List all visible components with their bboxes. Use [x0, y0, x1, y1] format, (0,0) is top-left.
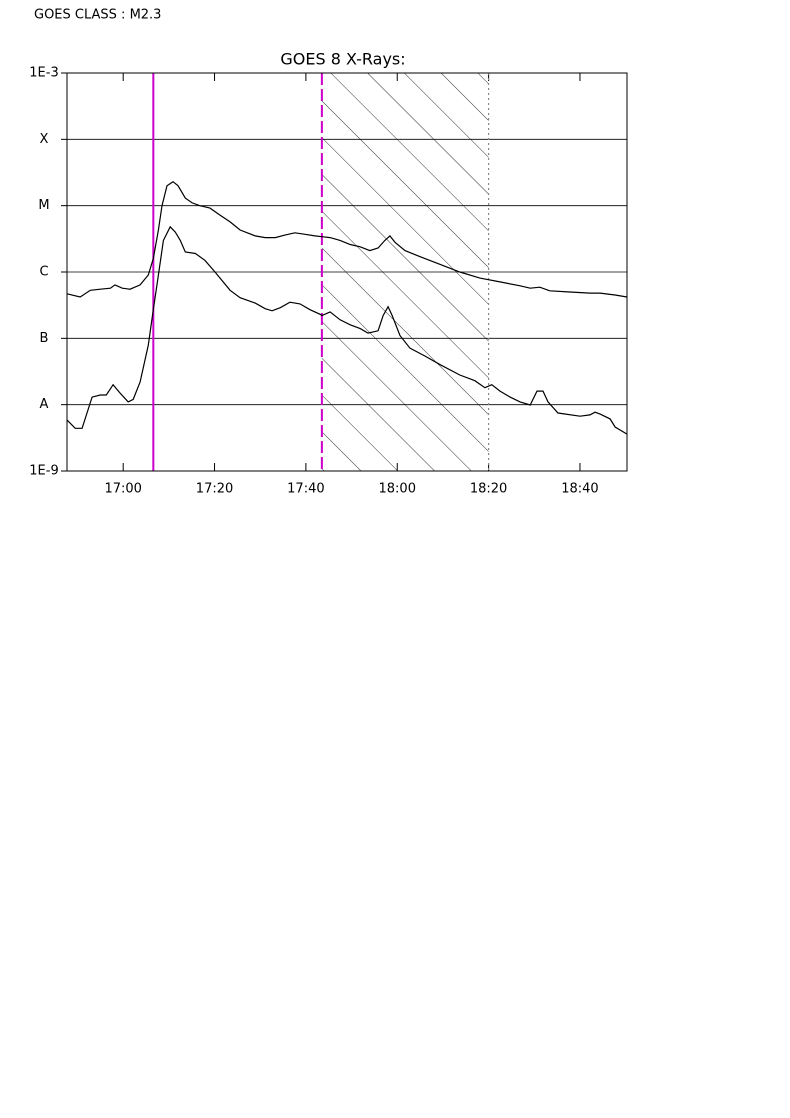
x-tick-label: 17:20	[196, 482, 233, 497]
flux-curve	[66, 180, 628, 298]
y-tick-label: X	[40, 132, 49, 147]
plot-frame	[66, 72, 628, 472]
y-tick-label: 1E-9	[29, 464, 58, 479]
y-tick-label: C	[39, 265, 48, 280]
y-tick-label: M	[38, 198, 49, 213]
x-tick-label: 17:40	[287, 482, 324, 497]
x-tick-label: 18:40	[561, 482, 598, 497]
y-tick-label: 1E-3	[29, 66, 58, 81]
goes-class: GOES CLASS : M2.3	[34, 8, 161, 23]
x-tick-label: 17:00	[104, 482, 141, 497]
chart-title: GOES 8 X-Rays:	[280, 50, 405, 69]
y-tick-label: B	[40, 331, 49, 346]
y-tick-label: A	[40, 397, 49, 412]
x-tick-label: 18:00	[379, 482, 416, 497]
x-tick-label: 18:20	[470, 482, 507, 497]
flux-curve	[66, 225, 628, 435]
